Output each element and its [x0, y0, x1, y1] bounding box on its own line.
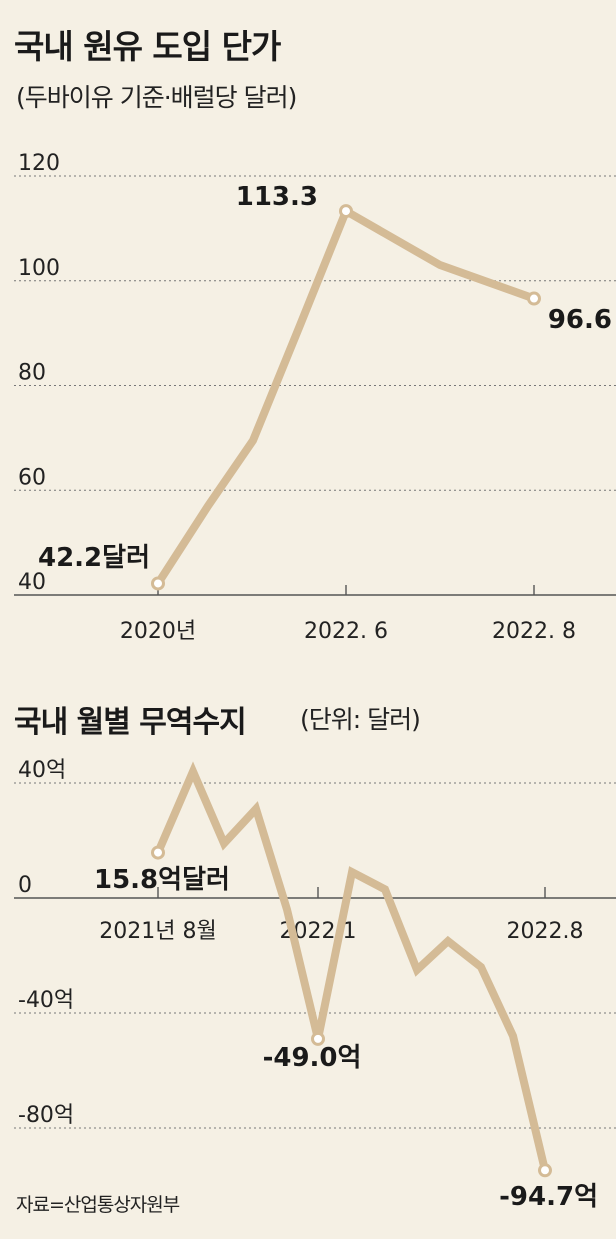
- chart1-y-tick-label: 60: [18, 465, 46, 490]
- chart2-x-tick-label: 2022.8: [507, 919, 584, 944]
- chart2-point-marker: [311, 1031, 325, 1046]
- chart2-data-label: -94.7억: [499, 1182, 598, 1212]
- chart2-point-marker: [538, 1163, 552, 1178]
- chart1-x-tick-label: 2020년: [120, 619, 196, 644]
- chart1-y-tick-label: 40: [18, 570, 46, 595]
- chart1-subtitle: (두바이유 기준·배럴당 달러): [16, 83, 297, 112]
- chart1-point-marker: [339, 204, 353, 219]
- source-note: 자료=산업통상자원부: [16, 1194, 180, 1216]
- chart2-y-tick-label: -80억: [18, 1103, 74, 1128]
- chart1-y-tick-label: 100: [18, 256, 60, 281]
- chart2-unit: (단위: 달러): [300, 705, 421, 734]
- chart1-title: 국내 원유 도입 단가: [14, 27, 281, 66]
- chart1-point-marker: [527, 291, 541, 306]
- chart1-x-tick-label: 2022. 6: [304, 619, 388, 644]
- chart2-y-tick-label: -40억: [18, 988, 74, 1013]
- chart2-x-tick-label: 2021년 8월: [99, 919, 216, 944]
- chart1-y-tick-label: 120: [18, 151, 60, 176]
- chart1-x-tick-label: 2022. 8: [492, 619, 576, 644]
- chart1-point-marker: [151, 576, 165, 591]
- chart1-data-label: 96.6: [548, 305, 612, 335]
- chart2-y-tick-label: 0: [18, 873, 32, 898]
- chart1-y-tick-label: 80: [18, 361, 46, 386]
- chart2-title: 국내 월별 무역수지: [14, 705, 247, 740]
- chart2-point-marker: [151, 845, 165, 860]
- chart1-series-line: [154, 205, 536, 586]
- chart1-data-label: 42.2달러: [38, 543, 150, 573]
- chart2-y-tick-label: 40억: [18, 758, 66, 783]
- chart2-series-line: [154, 761, 549, 1172]
- chart1-data-label: 113.3: [236, 182, 318, 212]
- chart2-data-label: -49.0억: [263, 1043, 362, 1073]
- chart2-data-label: 15.8억달러: [94, 865, 230, 895]
